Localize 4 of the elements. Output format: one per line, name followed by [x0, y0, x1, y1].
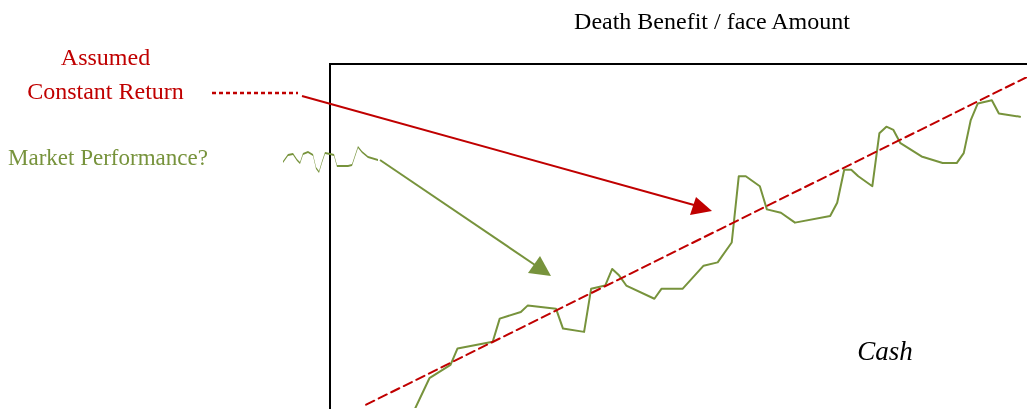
annotation: Cash	[856, 336, 914, 367]
chart-title: Death Benefit / face Amount	[573, 8, 851, 35]
text: Assumed Constant Return	[26, 43, 185, 106]
text: Market Performance?	[8, 145, 208, 171]
